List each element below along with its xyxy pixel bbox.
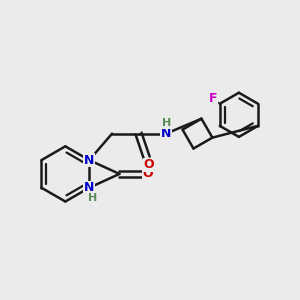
Text: H: H — [88, 193, 97, 203]
Text: O: O — [143, 158, 154, 171]
Text: H: H — [162, 118, 171, 128]
Text: N: N — [161, 127, 171, 140]
Text: O: O — [142, 167, 153, 180]
Text: F: F — [209, 92, 218, 105]
Text: N: N — [84, 181, 94, 194]
Text: N: N — [84, 154, 94, 166]
